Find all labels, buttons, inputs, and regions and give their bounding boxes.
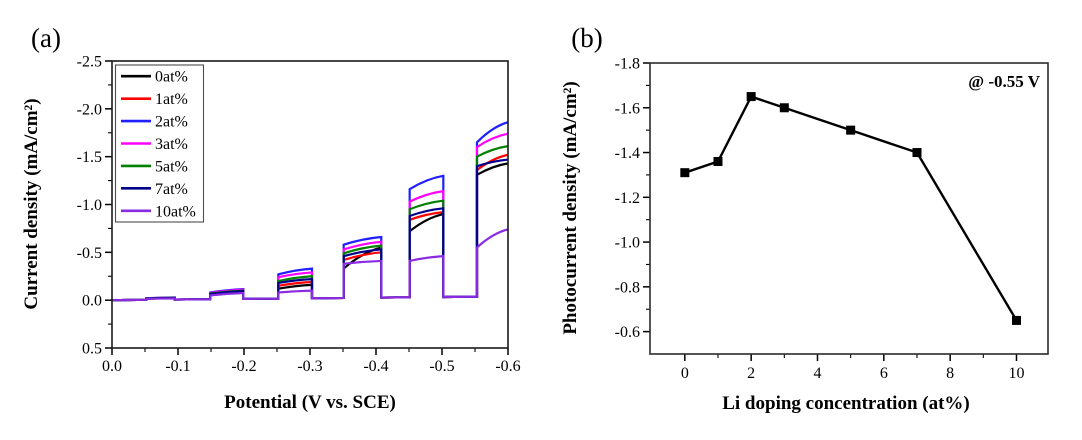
data-point-marker-2at	[746, 92, 756, 102]
y-tick-label: -0.8	[615, 279, 640, 296]
y-tick-label: -0.6	[615, 324, 640, 341]
legend-label-5at%: 5at%	[155, 158, 188, 175]
x-tick-label: -0.5	[429, 358, 454, 375]
data-point-marker-5at	[846, 125, 856, 135]
legend: 0at% 1at% 2at% 3at% 5at% 7at% 10at%	[114, 64, 205, 223]
chart-b-y-axis-title: Photocurrent density (mA/cm²)	[560, 81, 581, 334]
x-tick-label: -0.4	[363, 358, 388, 375]
panel-a-label: (a)	[31, 23, 61, 53]
x-tick-label: -0.3	[297, 358, 322, 375]
x-tick-label: 6	[880, 365, 888, 382]
legend-label-2at%: 2at%	[155, 114, 188, 131]
y-tick-label: -2.5	[77, 54, 102, 71]
y-tick-label: -0.5	[77, 245, 102, 262]
x-tick-label: 10	[1008, 365, 1024, 382]
y-tick-label: -1.4	[615, 145, 640, 162]
legend-label-3at%: 3at%	[155, 136, 188, 153]
data-point-marker-3at	[779, 103, 789, 113]
x-tick-label: 0.0	[102, 358, 122, 375]
chart-a: (a) Potential (V vs. SCE) Current densit…	[21, 23, 521, 413]
chart-a-x-axis-title: Potential (V vs. SCE)	[224, 392, 396, 413]
x-tick-label: -0.2	[231, 358, 256, 375]
legend-label-0at%: 0at%	[155, 69, 188, 86]
panel-b-label: (b)	[571, 23, 602, 53]
y-tick-label: -1.8	[615, 56, 640, 73]
y-tick-label: -1.2	[615, 190, 640, 207]
chart-a-plot-area: 0.0 -0.1 -0.2 -0.3 -0.4 -0.5 -0.6 -2.5 -2.0 -1.5 -…	[77, 54, 521, 376]
plot-frame	[111, 60, 509, 349]
y-tick-label: -1.5	[77, 149, 102, 166]
x-tick-label: 2	[747, 365, 755, 382]
y-tick-label: -2.0	[77, 101, 102, 118]
x-tick-label: 4	[813, 365, 821, 382]
x-tick-label: -0.1	[165, 358, 190, 375]
chart-a-y-axis-title: Current density (mA/cm²)	[21, 98, 42, 309]
chart-b-x-axis-title: Li doping concentration (at%)	[722, 393, 970, 414]
x-tick-label: 8	[946, 365, 954, 382]
legend-label-7at%: 7at%	[155, 181, 188, 198]
data-point-marker-10at	[1011, 315, 1021, 325]
data-point-marker-1at	[713, 156, 723, 166]
chart-b-annotation: @ -0.55 V	[968, 72, 1040, 91]
x-tick-label: 0	[681, 365, 689, 382]
data-point-marker-7at	[912, 148, 922, 158]
data-point-marker-0at	[680, 168, 690, 178]
plot-frame	[649, 62, 1049, 355]
y-tick-label: -1.0	[615, 235, 640, 252]
chart-b-plot-area: 0 2 4 6 8 10 -1.8 -1.6 -1.4 -1.2 -1.0 -0.8 -0.6	[615, 56, 1049, 382]
series-curve-10at%	[111, 228, 509, 302]
legend-label-1at%: 1at%	[155, 91, 188, 108]
y-tick-label: -1.0	[77, 197, 102, 214]
y-tick-label: 0.0	[82, 293, 102, 310]
y-tick-label: 0.5	[82, 341, 102, 358]
y-tick-label: -1.6	[615, 100, 640, 117]
x-tick-label: -0.6	[495, 358, 520, 375]
chart-b: (b) Li doping concentration (at%) Photoc…	[560, 23, 1049, 414]
legend-label-10at%: 10at%	[155, 203, 196, 220]
